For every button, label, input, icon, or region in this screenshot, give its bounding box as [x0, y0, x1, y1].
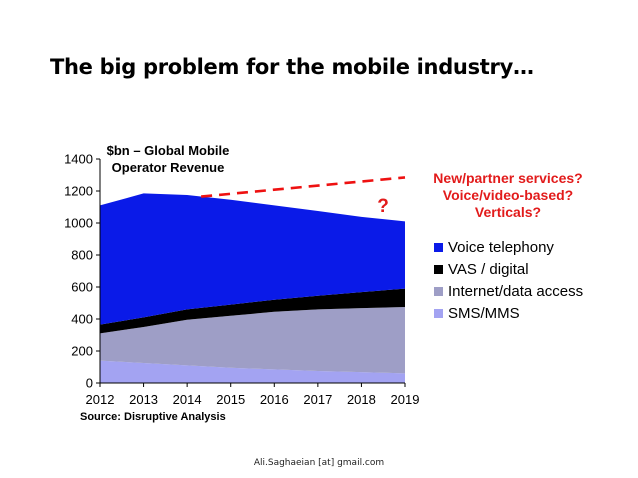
y-tick-label: 1400 [64, 152, 93, 167]
x-tick-label: 2018 [347, 392, 376, 407]
slide-title: The big problem for the mobile industry… [50, 55, 534, 79]
x-tick-label: 2019 [391, 392, 420, 407]
legend-label: Voice telephony [448, 239, 554, 256]
question-line: Voice/video-based? [443, 187, 573, 203]
x-tick-label: 2012 [86, 392, 115, 407]
area-sms-mms [100, 360, 405, 383]
x-tick-label: 2013 [129, 392, 158, 407]
area-vas-digital [100, 288, 405, 334]
y-tick-label: 200 [71, 344, 93, 359]
chart-title-line: $bn – Global Mobile [107, 143, 230, 158]
legend-label: VAS / digital [448, 261, 529, 278]
x-tick-label: 2014 [173, 392, 202, 407]
x-tick-label: 2017 [303, 392, 332, 407]
x-tick-label: 2015 [216, 392, 245, 407]
question-line: New/partner services? [433, 170, 582, 186]
y-tick-label: 800 [71, 248, 93, 263]
chart-title-line: Operator Revenue [112, 160, 225, 175]
legend-label: SMS/MMS [448, 305, 520, 322]
y-tick-label: 0 [86, 376, 93, 391]
legend-swatch-internet-data-access [434, 287, 443, 296]
y-tick-label: 1000 [64, 216, 93, 231]
trend-dashed-line [201, 176, 406, 198]
source-label: Source: Disruptive Analysis [80, 411, 226, 423]
footer-email: Ali.Saghaeian [at] gmail.com [253, 458, 385, 468]
legend-swatch-vas-digital [434, 265, 443, 274]
question-line: Verticals? [475, 204, 541, 220]
legend-swatch-voice-telephony [434, 243, 443, 252]
x-tick-label: 2016 [260, 392, 289, 407]
y-tick-label: 1200 [64, 184, 93, 199]
y-tick-label: 600 [71, 280, 93, 295]
legend-label: Internet/data access [448, 283, 583, 300]
legend-swatch-sms-mms [434, 309, 443, 318]
y-tick-label: 400 [71, 312, 93, 327]
area-voice-telephony [100, 193, 405, 325]
area-internet-data-access [100, 307, 405, 374]
question-mark: ? [377, 196, 389, 217]
